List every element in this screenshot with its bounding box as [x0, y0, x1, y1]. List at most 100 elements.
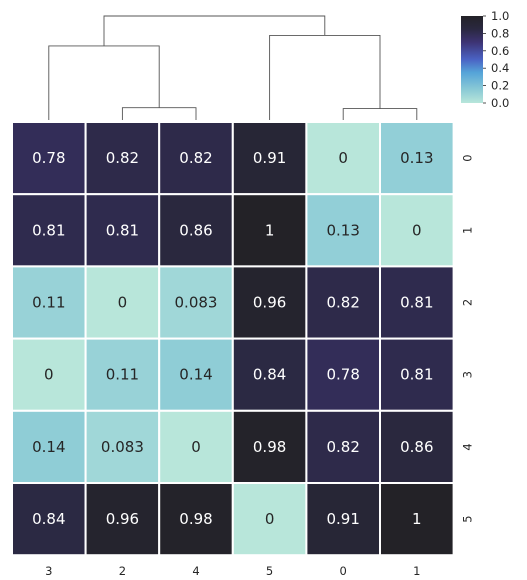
- heatmap-cell-rect: [379, 193, 455, 268]
- heatmap-cell-rect: [231, 482, 308, 557]
- heatmap-cell: 0.98: [231, 409, 308, 484]
- heatmap-cell-rect: [11, 482, 87, 557]
- heatmap-cell-label: 0: [44, 366, 54, 384]
- colorbar-tick-label: 1.0: [491, 9, 509, 23]
- row-tick-label: 5: [461, 515, 475, 522]
- heatmap-cell-label: 0.14: [32, 438, 65, 456]
- heatmap-cell-label: 0.98: [179, 510, 212, 528]
- colorbar: 0.0 0.2 0.4 0.6 0.8 1.0: [461, 9, 509, 110]
- heatmap-cell-label: 1: [412, 510, 422, 528]
- heatmap-cell: 0.96: [231, 265, 308, 340]
- heatmap-cell-label: 0: [191, 438, 201, 456]
- heatmap-cell: 0.82: [84, 121, 161, 196]
- heatmap-cell: 0.083: [84, 409, 161, 484]
- heatmap-cell: 0.82: [305, 265, 381, 340]
- heatmap-cell-rect: [231, 193, 308, 268]
- heatmap-cell-label: 0.86: [400, 438, 433, 456]
- heatmap-cell: 0: [305, 121, 381, 196]
- heatmap-cell-rect: [231, 337, 308, 412]
- heatmap-cell: 1: [379, 482, 455, 557]
- heatmap-cell-rect: [158, 409, 234, 484]
- heatmap-cell: 0.13: [379, 121, 455, 196]
- heatmap-cell-label: 0.84: [32, 510, 65, 528]
- heatmap-cell: 0.82: [305, 409, 381, 484]
- heatmap-cell-rect: [305, 265, 381, 340]
- column-tick-label: 2: [119, 564, 126, 578]
- column-tick-label: 3: [45, 564, 52, 578]
- heatmap-cell: 0.82: [158, 121, 234, 196]
- colorbar-tick-label: 0.6: [491, 44, 509, 58]
- column-tick-label: 4: [192, 564, 199, 578]
- dendrogram-link: [103, 15, 326, 46]
- heatmap-cell-label: 0.13: [400, 149, 433, 167]
- heatmap-cell-label: 0: [412, 221, 422, 239]
- heatmap-cell-label: 0: [338, 149, 348, 167]
- heatmap-cell-label: 0.13: [326, 221, 359, 239]
- heatmap-cell-rect: [231, 265, 308, 340]
- heatmap-cell: 0: [231, 482, 308, 557]
- heatmap-cell: 0: [379, 193, 455, 268]
- heatmap-cell-rect: [84, 337, 161, 412]
- heatmap-cell: 0.84: [231, 337, 308, 412]
- heatmap-cell-rect: [379, 409, 455, 484]
- heatmap-cell-label: 0.84: [253, 366, 286, 384]
- heatmap-grid: 0.78 0.82 0.82 0.91 0 0.13 0.81 0.81 0.86 1 0.13 0 0…: [11, 121, 455, 557]
- heatmap-cell: 0.81: [379, 265, 455, 340]
- heatmap-cell-label: 0.91: [253, 149, 286, 167]
- heatmap-cell: 0: [11, 337, 87, 412]
- heatmap-cell-label: 0.083: [101, 438, 144, 456]
- heatmap-cell-label: 0.11: [106, 366, 139, 384]
- heatmap-cell: 0.91: [305, 482, 381, 557]
- heatmap-cell-label: 0.11: [32, 294, 65, 312]
- heatmap-cell-label: 0.81: [400, 294, 433, 312]
- heatmap-cell-rect: [305, 409, 381, 484]
- heatmap-cell-label: 0: [265, 510, 275, 528]
- heatmap-cell-label: 0.86: [179, 221, 212, 239]
- heatmap-cell-rect: [379, 337, 455, 412]
- dendrogram-link: [121, 107, 197, 120]
- heatmap-cell-label: 0.96: [106, 510, 139, 528]
- heatmap-cell-rect: [84, 121, 161, 196]
- heatmap-cell-rect: [11, 337, 87, 412]
- column-dendrogram: [48, 15, 418, 120]
- heatmap-cell: 0.78: [305, 337, 381, 412]
- row-tick-label: 4: [461, 443, 475, 450]
- heatmap-cell: 0.14: [11, 409, 87, 484]
- heatmap-cell: 1: [231, 193, 308, 268]
- column-tick-label: 1: [413, 564, 420, 578]
- row-tick-labels: 0 1 2 3 4 5: [461, 154, 475, 522]
- column-tick-label: 0: [340, 564, 347, 578]
- heatmap-cell-rect: [305, 482, 381, 557]
- heatmap-cell: 0.81: [84, 193, 161, 268]
- colorbar-bar: [461, 16, 483, 103]
- colorbar-tick-label: 0.2: [491, 79, 509, 93]
- colorbar-tick-label: 0.8: [491, 26, 509, 40]
- heatmap-cell: 0.083: [158, 265, 234, 340]
- heatmap-cell: 0.98: [158, 482, 234, 557]
- heatmap-cell-rect: [84, 193, 161, 268]
- colorbar-tick-label: 0.0: [491, 96, 509, 110]
- heatmap-cell-label: 0.14: [179, 366, 212, 384]
- heatmap-cell: 0.91: [231, 121, 308, 196]
- heatmap-cell-label: 0.81: [106, 221, 139, 239]
- heatmap-cell-rect: [379, 265, 455, 340]
- heatmap-cell-label: 0.78: [32, 149, 65, 167]
- row-tick-label: 2: [461, 299, 475, 306]
- heatmap-cell-rect: [379, 482, 455, 557]
- heatmap-cell: 0: [158, 409, 234, 484]
- heatmap-cell-rect: [84, 265, 161, 340]
- heatmap-cell: 0.86: [158, 193, 234, 268]
- heatmap-cell-label: 0.083: [175, 294, 218, 312]
- heatmap-cell: 0: [84, 265, 161, 340]
- heatmap-cell: 0.11: [11, 265, 87, 340]
- heatmap-cell-label: 0.82: [326, 294, 359, 312]
- row-tick-label: 3: [461, 371, 475, 378]
- heatmap-cell-label: 1: [265, 221, 275, 239]
- column-tick-label: 5: [266, 564, 273, 578]
- dendrogram-link: [48, 45, 160, 120]
- dendrogram-link: [269, 34, 381, 120]
- heatmap-cell-label: 0.82: [179, 149, 212, 167]
- heatmap-cell-label: 0.82: [326, 438, 359, 456]
- heatmap-cell-label: 0.81: [32, 221, 65, 239]
